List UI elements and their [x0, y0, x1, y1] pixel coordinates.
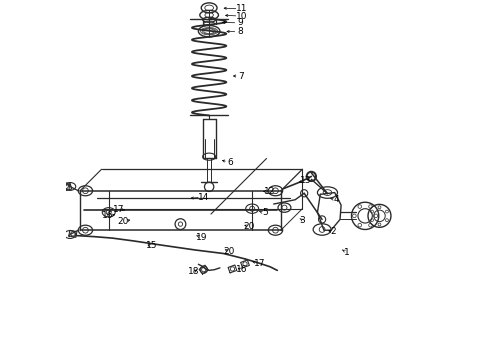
- Text: 1: 1: [344, 248, 350, 257]
- Text: 18: 18: [188, 267, 200, 276]
- Text: 20: 20: [223, 247, 235, 256]
- Text: 12: 12: [265, 187, 276, 196]
- Text: 20: 20: [243, 222, 254, 231]
- Text: 11: 11: [236, 4, 247, 13]
- Text: 9: 9: [238, 18, 243, 27]
- Text: 8: 8: [238, 27, 243, 36]
- Text: 16: 16: [236, 265, 247, 274]
- Text: 19: 19: [196, 233, 208, 242]
- Text: 14: 14: [198, 193, 209, 202]
- Text: 17: 17: [254, 259, 265, 268]
- Text: 6: 6: [228, 158, 234, 167]
- Text: 20: 20: [118, 217, 129, 226]
- Text: 10: 10: [236, 12, 247, 21]
- Text: 16: 16: [102, 211, 114, 220]
- Text: 4: 4: [334, 195, 339, 204]
- Text: 5: 5: [262, 208, 268, 217]
- Text: 7: 7: [239, 72, 245, 81]
- Text: 3: 3: [299, 216, 305, 225]
- Text: 13: 13: [300, 176, 312, 185]
- Text: 17: 17: [113, 205, 124, 214]
- Text: 15: 15: [146, 242, 157, 251]
- Text: 2: 2: [330, 228, 336, 237]
